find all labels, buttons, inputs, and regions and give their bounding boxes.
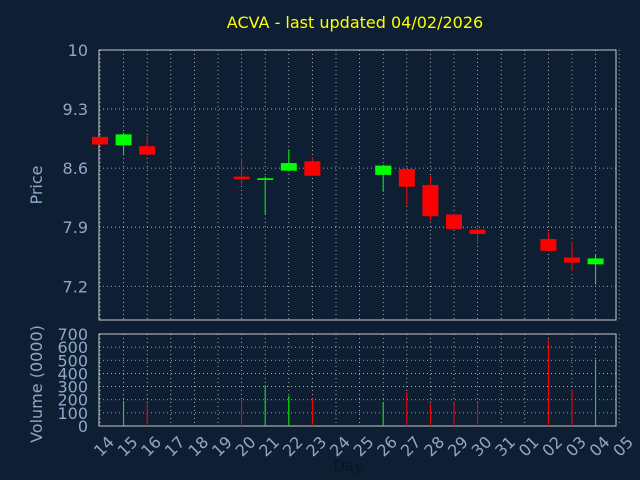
volume-y-tick-label: 500 bbox=[57, 351, 88, 370]
candle-body bbox=[398, 168, 415, 187]
x-axis-label: Day bbox=[333, 457, 363, 475]
candle-body bbox=[564, 257, 580, 263]
candle-body bbox=[115, 134, 132, 146]
candle-body bbox=[304, 161, 321, 176]
volume-y-tick-label: 200 bbox=[57, 391, 88, 410]
volume-y-tick-label: 100 bbox=[57, 404, 88, 423]
price-y-tick-label: 7.2 bbox=[63, 277, 88, 296]
x-tick-label: 05 bbox=[609, 432, 637, 460]
chart-title: ACVA - last updated 04/02/2026 bbox=[226, 13, 484, 32]
candle-body bbox=[280, 163, 297, 171]
candle-body bbox=[233, 176, 250, 180]
candle-body bbox=[469, 229, 486, 234]
price-y-tick-label: 8.6 bbox=[63, 159, 88, 178]
price-axis-label: Price bbox=[27, 165, 46, 204]
volume-y-tick-label: 700 bbox=[57, 325, 88, 344]
price-panel bbox=[98, 49, 617, 321]
candle-body bbox=[257, 178, 274, 180]
volume-y-tick-label: 300 bbox=[57, 378, 88, 397]
volume-axis-label: Volume (0000) bbox=[27, 325, 46, 443]
candle-body bbox=[375, 165, 392, 175]
volume-y-tick-label: 0 bbox=[78, 417, 88, 436]
candle-body bbox=[587, 258, 604, 265]
candle-body bbox=[92, 136, 108, 145]
volume-y-tick-label: 400 bbox=[57, 364, 88, 383]
price-y-tick-label: 10 bbox=[68, 41, 88, 60]
price-y-tick-label: 9.3 bbox=[63, 100, 88, 119]
price-y-tick-label: 7.9 bbox=[63, 218, 88, 237]
candle-body bbox=[540, 239, 557, 251]
volume-y-tick-label: 600 bbox=[57, 338, 88, 357]
volume-panel bbox=[98, 333, 617, 427]
candle-body bbox=[422, 185, 439, 217]
candle-body bbox=[446, 214, 462, 229]
candle-body bbox=[139, 146, 156, 155]
